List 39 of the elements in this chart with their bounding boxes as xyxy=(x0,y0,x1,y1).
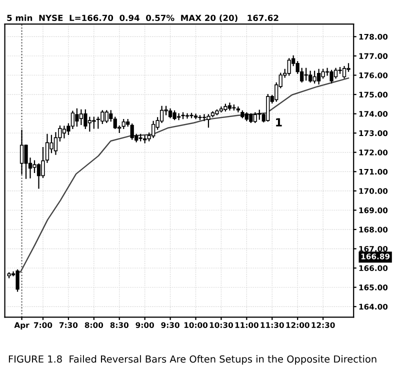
candlestick xyxy=(54,132,58,155)
candlestick xyxy=(185,113,190,119)
candlestick xyxy=(70,110,75,129)
candlestick xyxy=(84,109,88,129)
candlestick xyxy=(79,109,83,125)
candlestick xyxy=(342,66,346,79)
candlestick xyxy=(330,70,334,84)
candlestick xyxy=(228,102,232,110)
candlestick xyxy=(206,114,210,128)
candlestick xyxy=(113,116,117,129)
candlestick xyxy=(62,126,66,138)
candlestick xyxy=(304,68,308,81)
candlestick xyxy=(308,70,312,83)
caption: FIGURE 1.8 Failed Reversal Bars Are Often Setups in the Opposite Direction xyxy=(8,355,376,365)
candlestick xyxy=(75,108,79,127)
chart-title: 5 min NYSE L=166.70 0.94 0.57% MAX 20 (20) 167.62 xyxy=(7,14,278,22)
candlestick xyxy=(104,110,108,124)
candlestick xyxy=(198,115,202,120)
candlestick xyxy=(151,120,156,138)
candlestick xyxy=(316,68,321,84)
candlestick xyxy=(32,160,36,173)
candlestick xyxy=(100,110,104,124)
candlestick xyxy=(253,112,257,124)
candlestick xyxy=(202,114,206,122)
candlestick xyxy=(194,114,198,120)
candlestick xyxy=(287,58,291,76)
candlestick xyxy=(24,144,28,179)
candlestick xyxy=(88,116,92,132)
candlestick xyxy=(16,269,20,292)
annotation: 1 xyxy=(276,118,282,126)
line-series xyxy=(16,77,350,273)
candlestick xyxy=(160,106,164,124)
candlestick xyxy=(92,116,96,129)
candlestick xyxy=(338,66,342,74)
candlestick xyxy=(20,130,24,174)
candlestick xyxy=(36,163,41,189)
candlestick xyxy=(312,70,316,84)
candlestick xyxy=(334,68,338,79)
candlestick xyxy=(130,123,134,140)
